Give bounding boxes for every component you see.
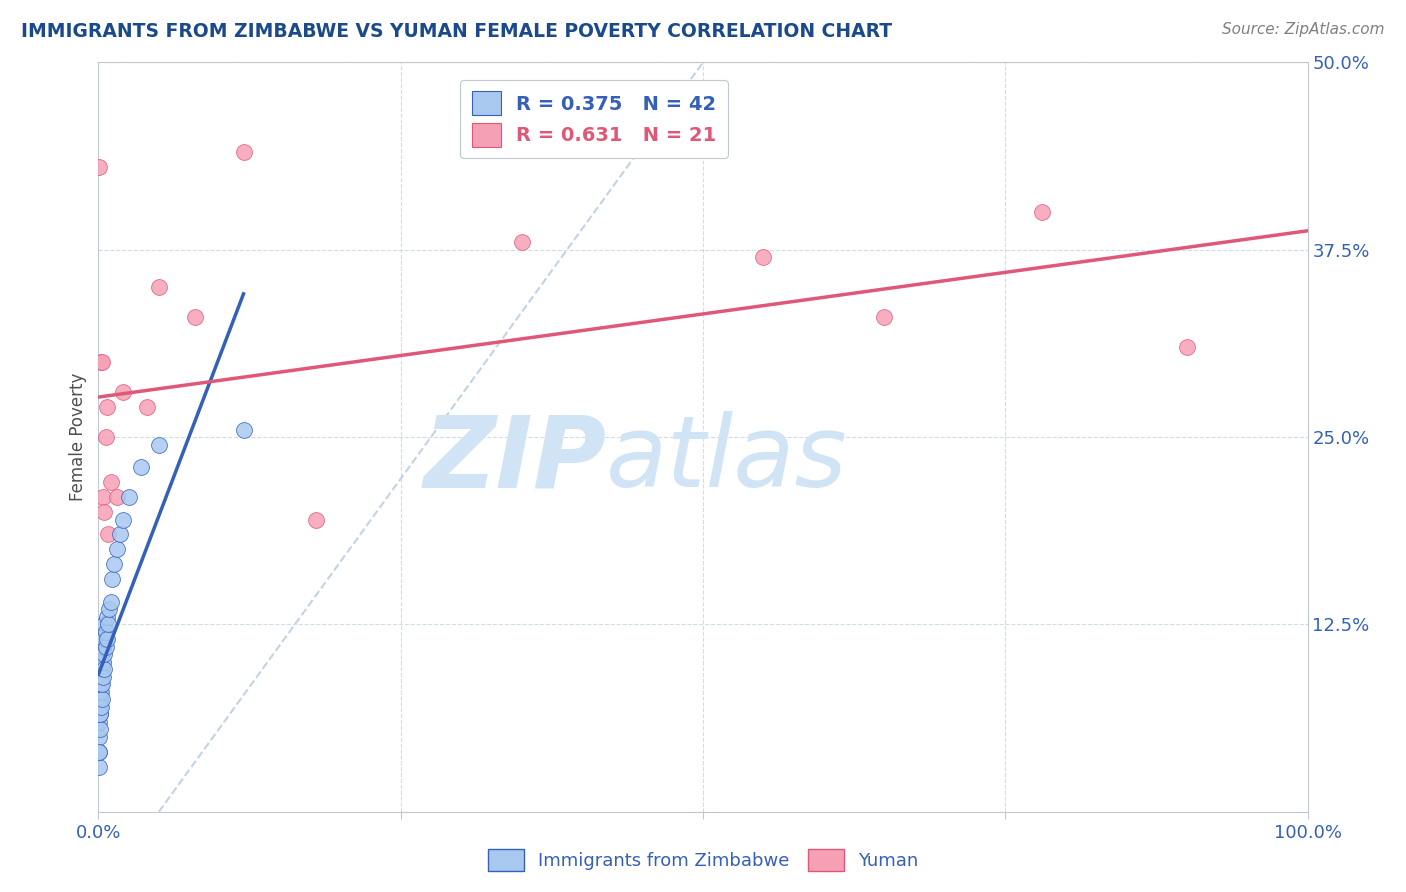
Point [87,760,110,774]
Point [89,685,111,699]
Point [93,505,115,519]
Point [91,692,114,706]
Y-axis label: Female Poverty: Female Poverty [69,373,87,501]
Point [94,430,117,444]
Point [111,512,134,526]
Point [305,512,328,526]
Point [96,610,118,624]
Point [96,632,118,647]
Point [94,624,117,639]
Point [100,595,122,609]
Point [90,355,112,369]
Point [91,355,114,369]
Point [93,632,115,647]
Point [100,573,122,587]
Point [90,699,112,714]
Point [108,527,131,541]
Point [91,490,114,504]
Point [184,310,207,325]
Point [89,730,111,744]
Point [98,602,121,616]
Point [148,437,170,451]
Point [91,677,114,691]
Point [93,617,115,632]
Point [93,648,115,662]
Point [94,640,117,654]
Point [752,250,775,264]
Point [103,558,125,572]
Point [135,400,157,414]
Text: atlas: atlas [606,411,848,508]
Point [97,527,120,541]
Point [129,460,152,475]
Point [232,145,254,160]
Point [89,699,111,714]
Point [105,490,128,504]
Point [91,640,114,654]
Point [111,385,134,400]
Point [89,714,111,729]
Point [89,723,111,737]
Point [100,475,122,489]
Point [87,161,110,175]
Point [1175,340,1198,354]
Text: Source: ZipAtlas.com: Source: ZipAtlas.com [1222,22,1385,37]
Point [1031,205,1053,219]
Point [91,670,114,684]
Point [89,745,111,759]
Point [510,235,533,250]
Point [90,670,112,684]
Point [87,745,110,759]
Legend: Immigrants from Zimbabwe, Yuman: Immigrants from Zimbabwe, Yuman [481,842,925,879]
Point [93,662,115,676]
Point [89,707,111,722]
Point [232,423,254,437]
Point [91,655,114,669]
Point [91,648,114,662]
Point [90,685,112,699]
Point [873,310,896,325]
Text: IMMIGRANTS FROM ZIMBABWE VS YUMAN FEMALE POVERTY CORRELATION CHART: IMMIGRANTS FROM ZIMBABWE VS YUMAN FEMALE… [21,22,893,41]
Point [90,677,112,691]
Text: ZIP: ZIP [423,411,606,508]
Point [96,400,118,414]
Legend: R = 0.375   N = 42, R = 0.631   N = 21: R = 0.375 N = 42, R = 0.631 N = 21 [460,79,728,158]
Point [89,707,111,722]
Point [148,280,170,294]
Point [89,692,111,706]
Point [118,490,141,504]
Point [91,662,114,676]
Point [105,542,128,557]
Point [97,617,120,632]
